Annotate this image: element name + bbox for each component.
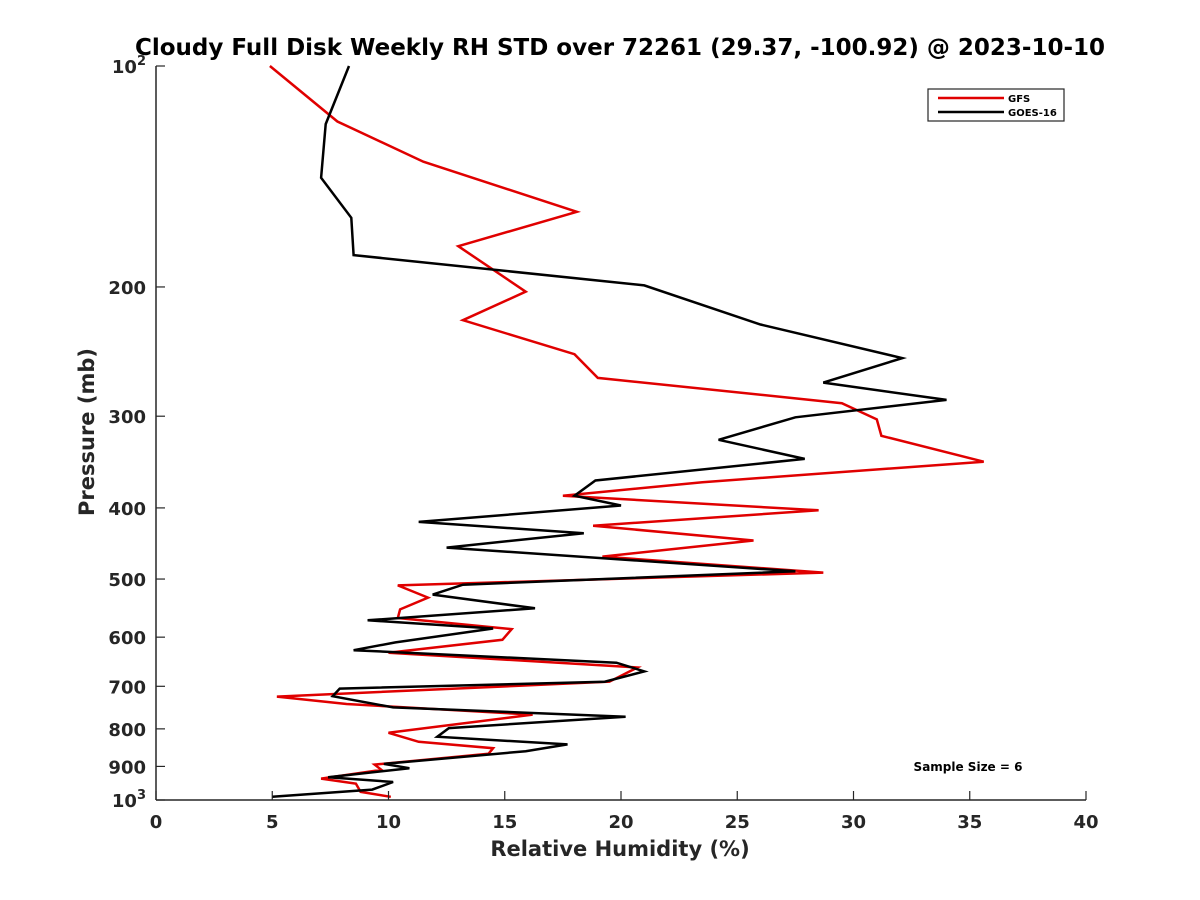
chart-title: Cloudy Full Disk Weekly RH STD over 7226… [135, 35, 1105, 61]
x-axis: 0 5 10 15 20 25 30 35 40 [150, 791, 1099, 833]
y-tick-label: 200 [108, 278, 146, 299]
x-tick-label: 35 [957, 812, 982, 833]
y-tick-label: 300 [108, 407, 146, 428]
y-axis-label: Pressure (mb) [75, 348, 99, 516]
x-tick-label: 0 [150, 812, 163, 833]
y-tick-label: 500 [108, 570, 146, 591]
legend-entry: GOES-16 [1008, 108, 1057, 119]
legend-entry: GFS [1008, 94, 1030, 105]
y-tick-label: 700 [108, 677, 146, 698]
y-tick-label: 800 [108, 720, 146, 741]
plot-area [269, 65, 985, 799]
series-line-gfs [269, 65, 985, 799]
y-tick-label: 900 [108, 757, 146, 778]
x-tick-label: 30 [841, 812, 866, 833]
sample-size-note: Sample Size = 6 [914, 760, 1023, 774]
x-tick-label: 15 [492, 812, 517, 833]
y-tick-label: 103 [112, 788, 146, 812]
x-tick-label: 40 [1073, 812, 1098, 833]
x-tick-label: 25 [725, 812, 750, 833]
x-tick-label: 20 [608, 812, 633, 833]
y-tick-label: 400 [108, 499, 146, 520]
x-tick-label: 10 [376, 812, 401, 833]
y-tick-label: 102 [112, 54, 146, 78]
y-axis: 102 200 300 400 500 600 700 800 900 103 [108, 54, 165, 812]
y-tick-label: 600 [108, 628, 146, 649]
x-axis-label: Relative Humidity (%) [490, 837, 749, 861]
series-line-goes-16 [272, 65, 947, 799]
legend: GFS GOES-16 [927, 88, 1065, 122]
legend-box [927, 88, 1065, 122]
x-tick-label: 5 [266, 812, 279, 833]
